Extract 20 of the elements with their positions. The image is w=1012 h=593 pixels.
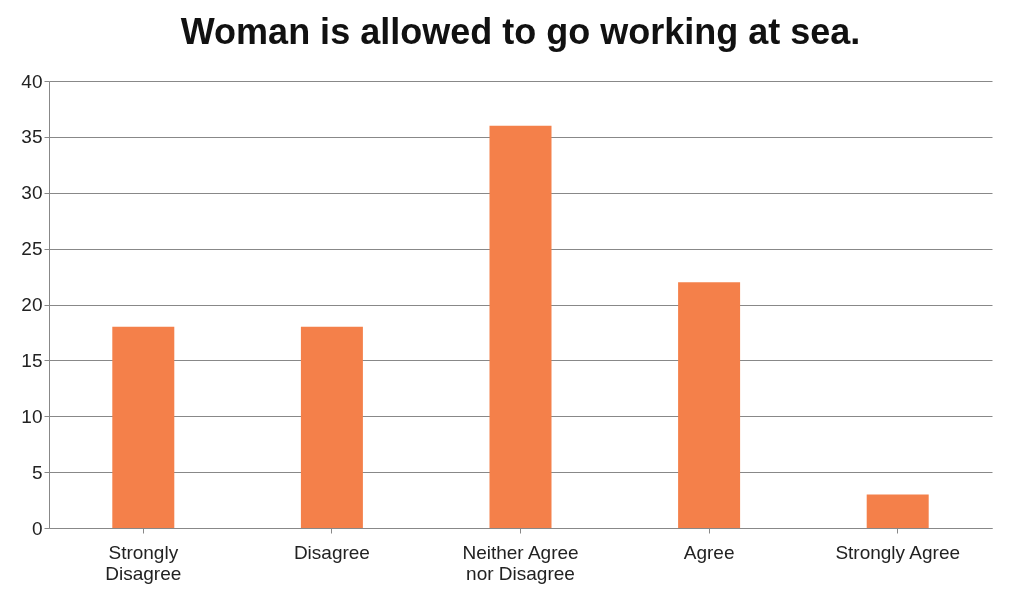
x-tick-label: Agree [683,541,735,563]
y-tick-label: 20 [21,294,43,315]
x-tick-label: Neither Agree nor Disagree [462,541,579,584]
x-tick-label: Strongly Agree [835,541,961,563]
y-tick-label: 40 [21,70,43,92]
y-tick-label: 5 [31,461,43,483]
y-tick-label: 0 [31,517,43,539]
bar [489,125,552,528]
x-tick-label: Strongly Disagree [105,541,182,584]
y-tick-label: 10 [21,405,43,427]
y-tick-label: 25 [21,238,43,260]
x-tick-label: Disagree [293,541,370,563]
y-tick-label: 35 [21,126,43,148]
y-tick-label: 30 [21,182,43,204]
bar [112,326,175,528]
bar [866,494,929,528]
bar [678,282,741,528]
bar [300,326,363,528]
chart-title: Woman is allowed to go working at sea. [180,11,861,52]
y-tick-label: 15 [21,349,43,371]
